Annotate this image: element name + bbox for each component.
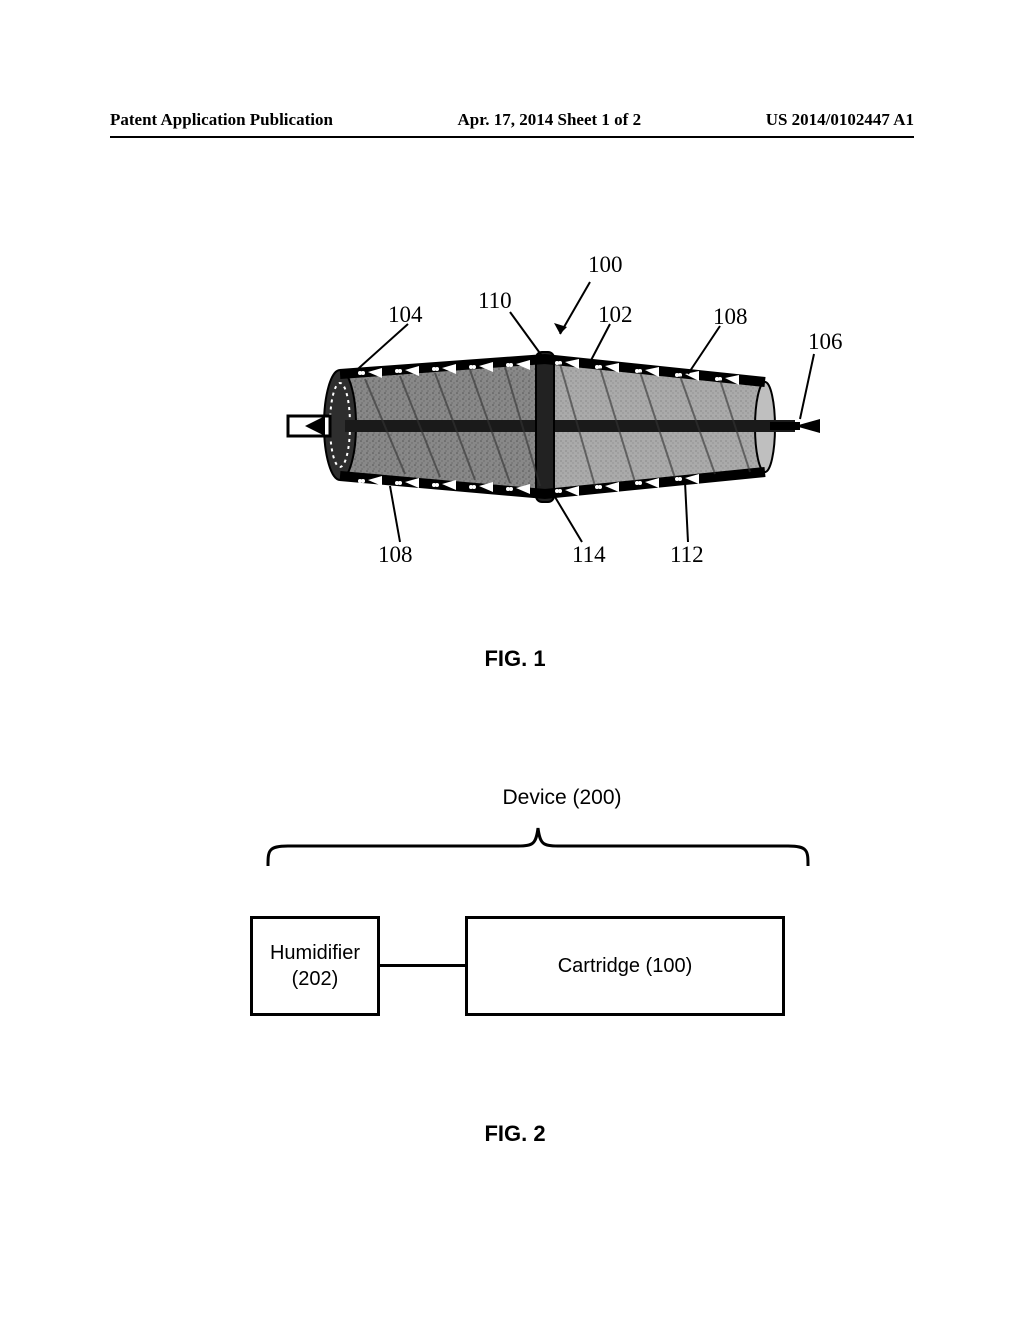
ref-100: 100 [588,252,623,278]
ref-102: 102 [598,302,633,328]
figure-2: Device (200) Humidifier (202) Cartridge … [230,786,830,1066]
ref-112: 112 [670,542,704,568]
fig1-device-svg [210,224,850,564]
ref-106: 106 [808,329,843,355]
header-left: Patent Application Publication [110,110,333,130]
fig2-caption: FIG. 2 [475,1121,555,1147]
ref-110: 110 [478,288,512,314]
header-center: Apr. 17, 2014 Sheet 1 of 2 [458,110,642,130]
device-label: Device (200) [492,786,632,810]
box-connector [380,964,465,967]
cartridge-box: Cartridge (100) [465,916,785,1016]
ref-108-top: 108 [713,304,748,330]
ref-114: 114 [572,542,606,568]
drawing-sheet: 100 110 104 102 108 106 108 114 112 FIG.… [110,136,914,1236]
brace-svg [258,816,818,876]
ref-104: 104 [388,302,423,328]
fig1-caption: FIG. 1 [475,646,555,672]
header-right: US 2014/0102447 A1 [766,110,914,130]
figure-1: 100 110 104 102 108 106 108 114 112 [210,224,840,624]
ref-108-bottom: 108 [378,542,413,568]
humidifier-box: Humidifier (202) [250,916,380,1016]
